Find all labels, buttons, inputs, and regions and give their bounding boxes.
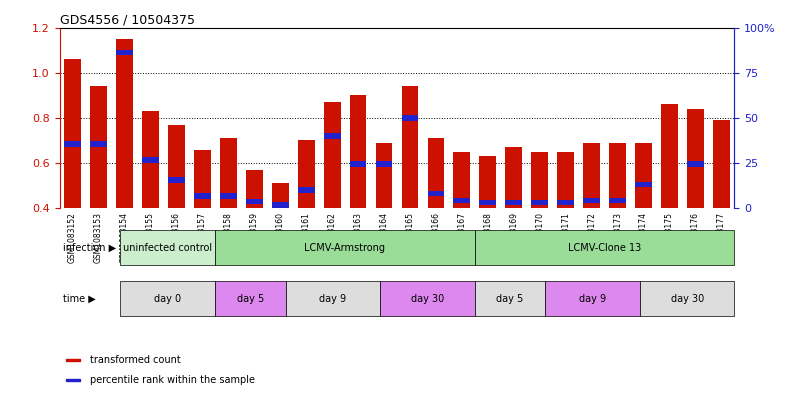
FancyBboxPatch shape [121,230,215,265]
Bar [116,50,133,55]
Bar [168,177,185,183]
Bar [324,102,341,208]
Bar [505,147,522,208]
FancyBboxPatch shape [475,281,545,316]
Bar [531,200,548,206]
FancyBboxPatch shape [640,281,734,316]
Bar [661,105,678,208]
Bar [194,193,210,199]
Bar [635,182,652,187]
Bar [609,143,626,208]
Bar [609,198,626,203]
FancyBboxPatch shape [215,230,475,265]
Text: day 5: day 5 [496,294,524,304]
Bar [453,198,470,203]
Bar [220,193,237,199]
Bar [246,170,263,208]
Bar [635,143,652,208]
Text: day 5: day 5 [237,294,264,304]
Bar [505,200,522,206]
Bar [272,202,289,208]
Bar [66,379,79,381]
Bar [376,143,392,208]
Text: day 9: day 9 [319,294,346,304]
Text: percentile rank within the sample: percentile rank within the sample [90,375,255,386]
Bar [402,86,418,208]
Bar [66,359,79,361]
Text: LCMV-Clone 13: LCMV-Clone 13 [568,242,642,253]
Bar [64,59,81,208]
Bar [480,200,496,206]
Text: day 9: day 9 [579,294,607,304]
FancyBboxPatch shape [380,281,475,316]
Text: GDS4556 / 10504375: GDS4556 / 10504375 [60,13,195,26]
Bar [349,162,367,167]
Bar [116,39,133,208]
Bar [427,138,445,208]
Text: time ▶: time ▶ [63,294,95,304]
Bar [142,157,159,163]
Bar [90,86,107,208]
Bar [687,109,704,208]
Bar [142,111,159,208]
Bar [298,141,314,208]
Bar [168,125,185,208]
FancyBboxPatch shape [121,281,215,316]
Bar [272,184,289,208]
FancyBboxPatch shape [215,281,286,316]
Text: transformed count: transformed count [90,355,180,365]
Text: day 30: day 30 [671,294,703,304]
Bar [324,133,341,139]
Bar [557,152,574,208]
Bar [661,231,678,237]
Text: day 30: day 30 [410,294,444,304]
Bar [531,152,548,208]
Bar [298,187,314,193]
Bar [480,156,496,208]
FancyBboxPatch shape [286,281,380,316]
Bar [90,141,107,147]
Bar [584,198,600,203]
Bar [453,152,470,208]
Bar [402,115,418,121]
Bar [584,143,600,208]
Bar [376,162,392,167]
Bar [713,263,730,269]
Text: LCMV-Armstrong: LCMV-Armstrong [304,242,385,253]
Text: uninfected control: uninfected control [123,242,212,253]
Bar [194,149,210,208]
Bar [64,141,81,147]
Bar [687,162,704,167]
Bar [427,191,445,196]
Bar [220,138,237,208]
Bar [246,199,263,204]
Bar [557,200,574,206]
Bar [713,120,730,208]
FancyBboxPatch shape [475,230,734,265]
Bar [349,95,367,208]
FancyBboxPatch shape [545,281,640,316]
Text: day 0: day 0 [154,294,181,304]
Text: infection ▶: infection ▶ [63,242,116,253]
